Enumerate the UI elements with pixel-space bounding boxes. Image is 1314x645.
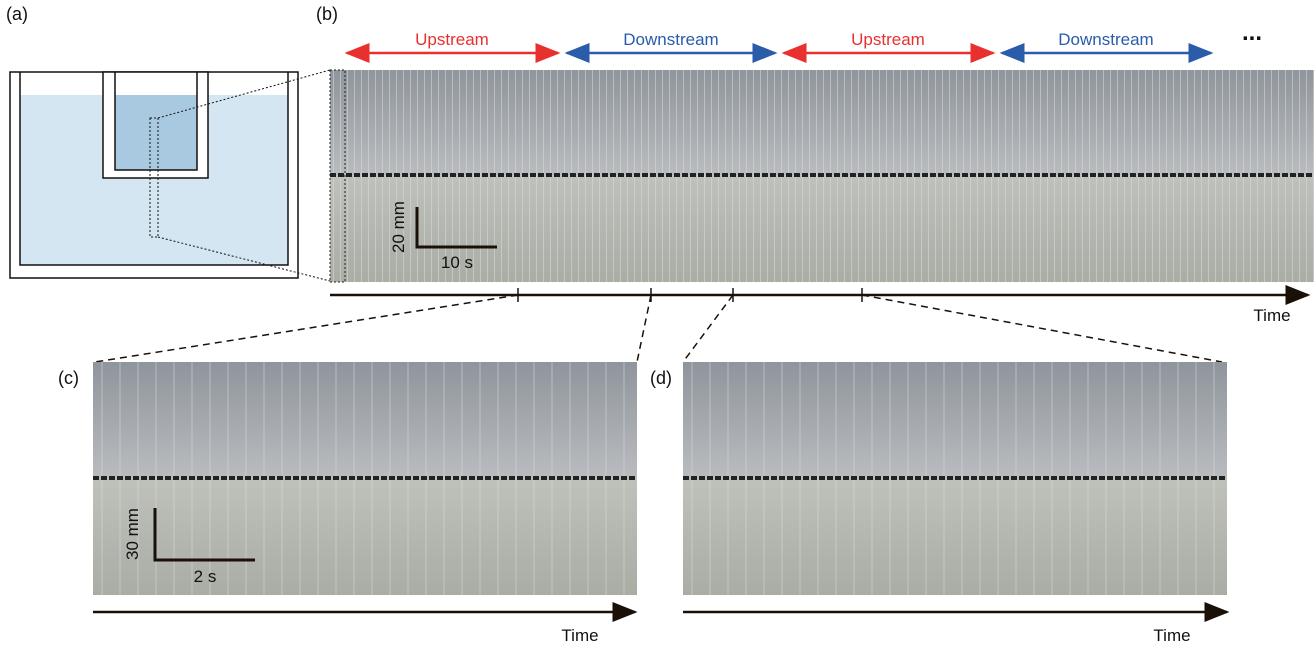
image-panel — [683, 362, 1227, 595]
scale-label: 2 s — [194, 567, 217, 586]
panel-label: (a) — [6, 4, 28, 24]
zoom-lines — [95, 295, 1222, 362]
time-axis — [330, 288, 1308, 302]
axis-label: Time — [1253, 306, 1290, 325]
phase-label: Upstream — [851, 30, 925, 49]
photo-bottom — [93, 478, 637, 595]
photo-top — [93, 362, 637, 478]
panel-label: (c) — [58, 368, 79, 388]
ellipsis: ... — [1242, 19, 1262, 46]
figure: (a) (b) Upstream Downstream Upstream Dow… — [0, 0, 1314, 645]
photo-top — [683, 362, 1227, 478]
phase-label: Upstream — [415, 30, 489, 49]
panel-label: (b) — [316, 4, 338, 24]
phase-label: Downstream — [623, 30, 718, 49]
panel-label: (d) — [650, 368, 672, 388]
axis-label: Time — [1153, 626, 1190, 645]
axis-label: Time — [561, 626, 598, 645]
scale-label: 30 mm — [123, 508, 142, 560]
scale-label: 20 mm — [389, 201, 408, 253]
scale-label: 10 s — [441, 253, 473, 272]
image-panel — [330, 70, 1314, 282]
phase-label: Downstream — [1058, 30, 1153, 49]
tank-diagram — [10, 70, 330, 281]
photo-bottom — [683, 478, 1227, 595]
